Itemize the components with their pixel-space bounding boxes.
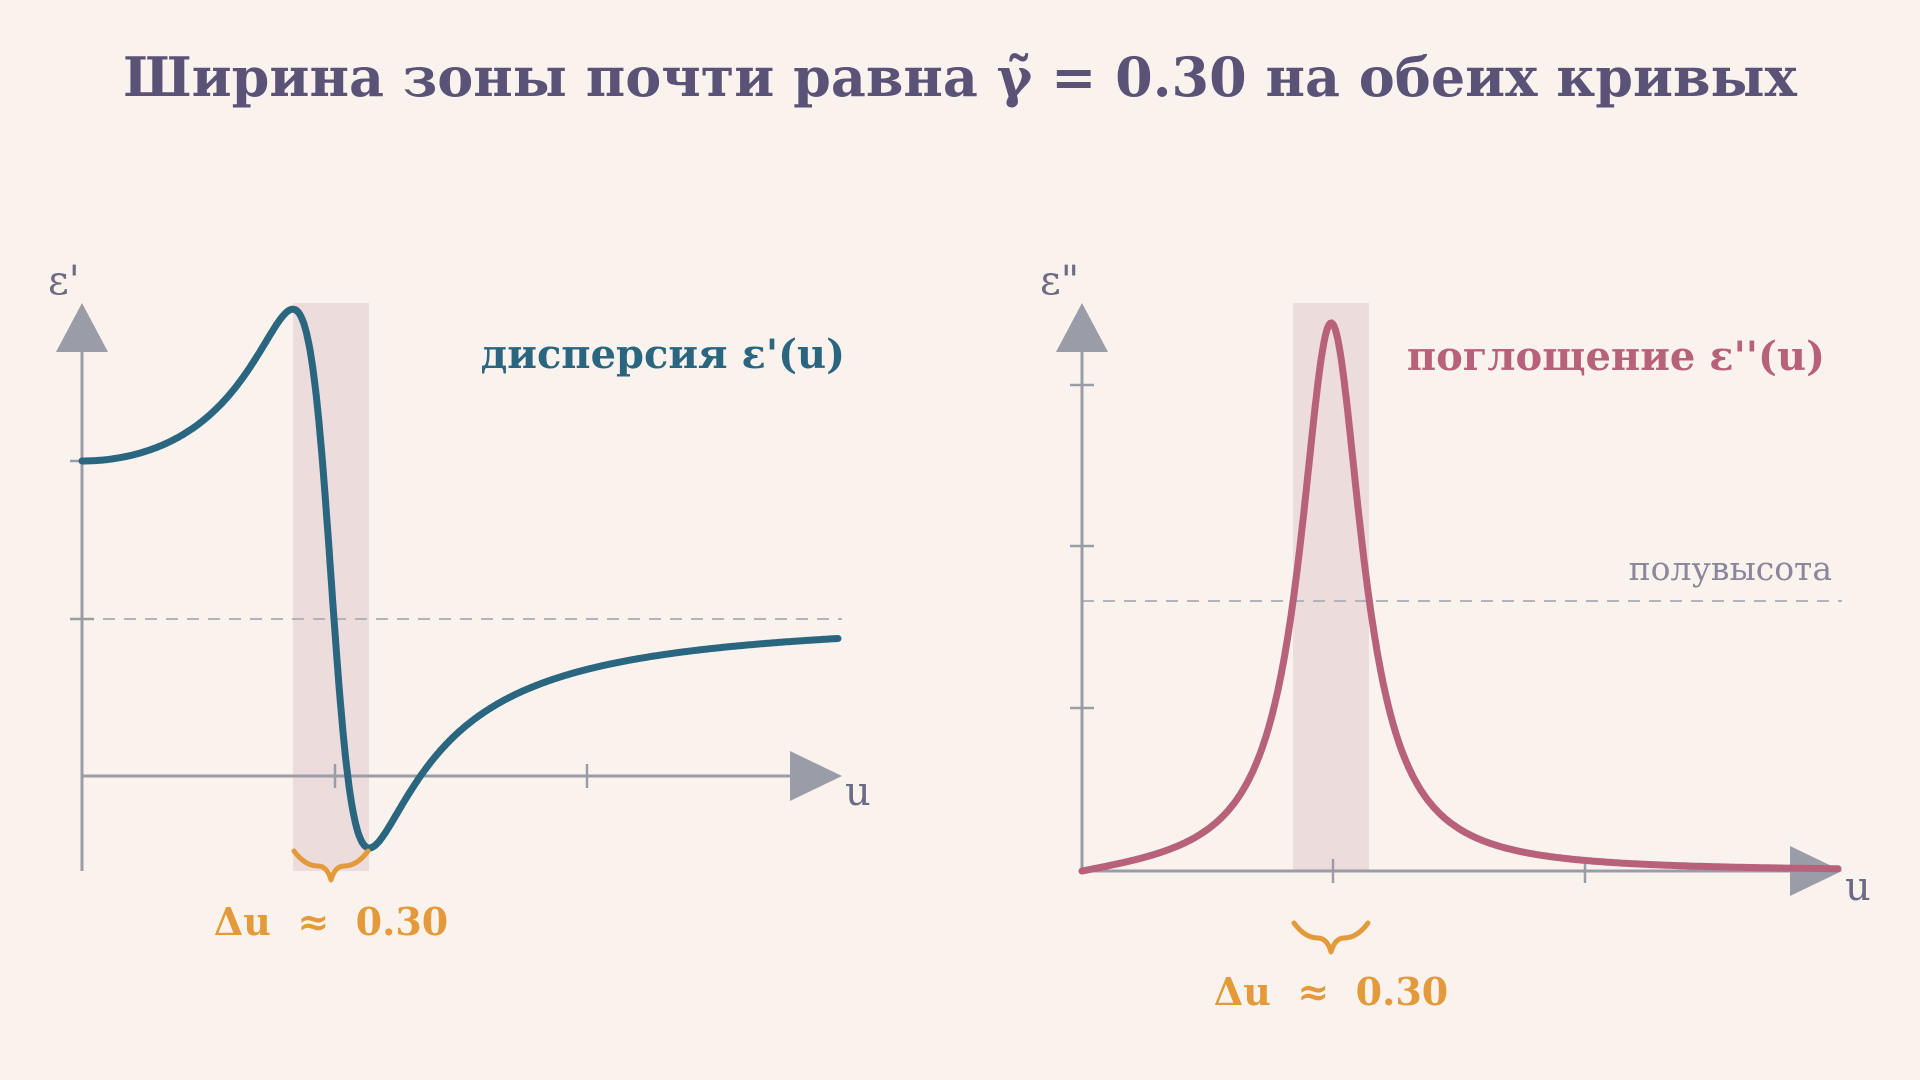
dispersion-y-axis-label: ε' — [48, 258, 80, 304]
absorption-curve-label: поглощение ε''(u) — [1407, 333, 1825, 380]
dispersion-width-label: Δu ≈ 0.30 — [214, 899, 448, 944]
absorption-width-label: Δu ≈ 0.30 — [1214, 969, 1448, 1014]
dispersion-y-arrow-icon — [56, 303, 108, 352]
dispersion-x-axis-label: u — [845, 769, 871, 815]
absorption-x-axis-label: u — [1845, 864, 1871, 910]
diagram-title: Ширина зоны почти равна γ̃ = 0.30 на обе… — [123, 45, 1798, 109]
absorption-resonance-band — [1293, 303, 1369, 871]
absorption-panel: ε" u поглощение ε''(u) полувысота Δu ≈ 0… — [1040, 258, 1871, 1014]
dispersion-panel: ε' u дисперсия ε'(u) Δu ≈ 0.30 — [48, 258, 871, 944]
absorption-y-arrow-icon — [1056, 303, 1108, 352]
absorption-y-axis-label: ε" — [1040, 258, 1079, 304]
dispersion-curve-label: дисперсия ε'(u) — [481, 331, 845, 378]
dispersion-width-brace — [291, 848, 371, 883]
absorption-width-brace — [1291, 920, 1371, 955]
dispersion-curve — [78, 305, 842, 852]
half-height-label: полувысота — [1629, 549, 1832, 588]
dispersion-x-arrow-icon — [790, 751, 842, 801]
absorption-curve — [1078, 319, 1842, 875]
